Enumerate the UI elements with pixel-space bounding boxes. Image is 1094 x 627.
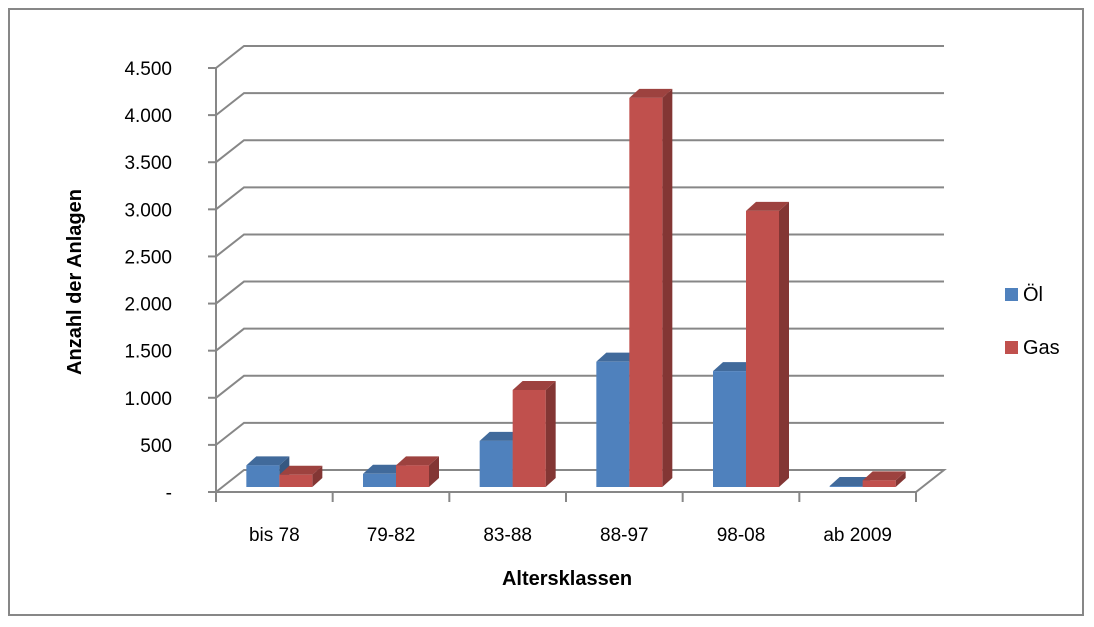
x-axis-title: Altersklassen [502,568,632,590]
bar-top [829,477,873,487]
gridline [215,92,944,116]
y-tick-label: 1.500 [124,342,172,363]
bar-top [596,352,640,362]
y-axis-ticks: - 500 1.000 1.500 2.000 2.500 3.000 3.500 4.000 4… [124,59,216,504]
bar-front [479,440,513,487]
plot-walls [213,46,947,493]
y-tick-label: 3.000 [124,200,172,221]
bar-front [746,210,779,487]
bar-front [713,371,746,487]
bars [246,88,906,488]
bar-side [312,465,323,487]
x-axis-ticks: bis 78 79-82 83-88 88-97 98-08 ab 2009 [215,492,917,546]
bar-front [279,474,313,487]
bar-öl-83-88 [479,431,523,487]
bar-top [363,464,406,474]
bar-gas-79-82 [396,456,439,487]
x-tick-label: ab 2009 [823,525,892,546]
bar-top [279,465,323,475]
bar-gas-88-97 [629,88,673,488]
bar-front [629,97,663,488]
y-tick-label: - [166,483,172,504]
bar-front [512,389,546,487]
bar-front [862,480,896,487]
legend: Öl Gas [1005,284,1060,359]
gridline [215,45,944,69]
gridline [215,139,944,164]
bar-top [862,471,906,481]
x-tick-label: 79-82 [367,525,416,546]
y-tick-label: 500 [140,436,172,457]
bar-gas-83-88 [512,380,556,487]
bar-top [713,362,756,372]
gridline [215,327,944,352]
bar-gas-98-08 [746,201,789,487]
y-tick-label: 1.000 [124,389,172,410]
bar-front [596,361,630,487]
x-tick-label: 98-08 [717,525,766,546]
legend-label: Öl [1023,284,1043,306]
y-tick-label: 4.500 [124,59,172,80]
bar-front [363,473,396,487]
axes [215,68,916,493]
bar-side [429,456,439,487]
bar-gas-ab-2009 [862,471,906,487]
legend-swatch [1005,288,1018,301]
gridline [215,233,944,258]
legend-label: Gas [1023,337,1060,359]
x-tick-label: 88-97 [600,525,649,546]
gridline [215,186,944,211]
bar-front [396,465,429,487]
gridline [215,421,944,446]
gridline [215,280,944,305]
gridline [215,374,944,399]
x-tick-label: bis 78 [249,525,300,546]
bar-top [746,201,789,211]
y-axis-title: Anzahl der Anlagen [64,189,86,375]
bar-top [246,456,290,466]
bar-top [479,431,523,441]
bar-side [545,380,556,487]
y-tick-label: 2.000 [124,295,172,316]
bar-side [779,201,789,487]
bar-side [895,471,906,487]
bar-side [662,88,673,488]
gridlines [215,45,944,446]
bar-front [829,486,863,487]
bar-top [629,88,673,98]
legend-swatch [1005,341,1018,354]
bar-top [512,380,556,390]
bar-top [396,456,439,466]
floor [213,469,947,493]
y-tick-label: 3.500 [124,153,172,174]
x-tick-label: 83-88 [483,525,532,546]
bar-gas-bis-78 [279,465,323,487]
y-tick-label: 4.000 [124,106,172,127]
chart-frame [8,8,1084,616]
y-tick-label: 2.500 [124,247,172,268]
bar-front [246,465,280,487]
